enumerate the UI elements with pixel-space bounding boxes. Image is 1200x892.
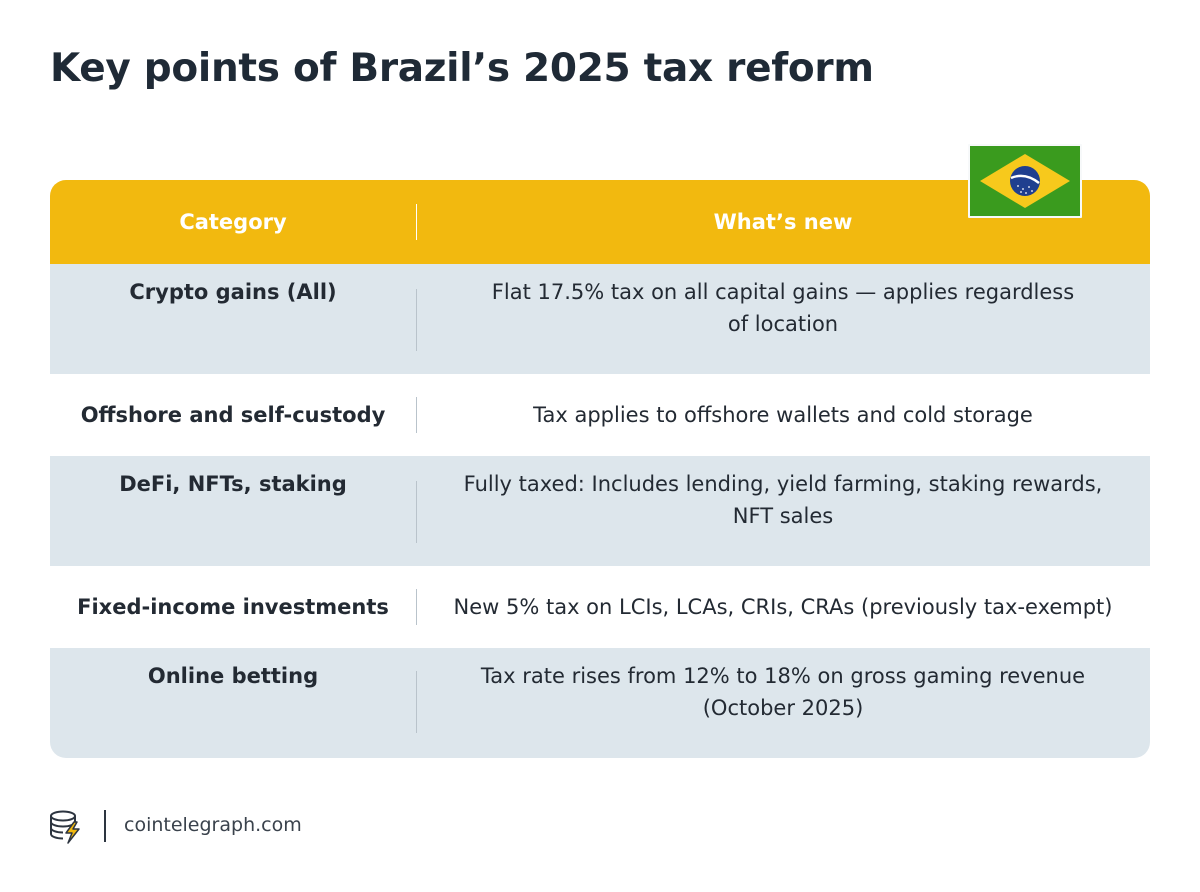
- table-row: Offshore and self-custody Tax applies to…: [50, 374, 1150, 456]
- row-whats-new-line: New 5% tax on LCIs, LCAs, CRIs, CRAs (pr…: [453, 595, 1113, 619]
- tax-reform-table: Category What’s new Crypto gains (All) F…: [50, 180, 1150, 758]
- table-row: Fixed-income investments New 5% tax on L…: [50, 566, 1150, 648]
- row-whats-new: Tax rate rises from 12% to 18% on gross …: [416, 648, 1150, 758]
- header-whats-new: What’s new: [416, 180, 1150, 264]
- row-divider: [416, 397, 417, 433]
- cointelegraph-logo-icon: [48, 808, 86, 844]
- row-category-label: Online betting: [147, 664, 319, 688]
- row-category: Offshore and self-custody: [50, 374, 416, 456]
- row-category-label: Offshore and self-custody: [80, 403, 386, 427]
- header-category-label: Category: [179, 210, 287, 234]
- footer-site-link[interactable]: cointelegraph.com: [124, 814, 302, 836]
- table-row: Online betting Tax rate rises from 12% t…: [50, 648, 1150, 758]
- row-whats-new-line: Tax rate rises from 12% to 18% on gross …: [480, 664, 1086, 688]
- header-whats-new-label: What’s new: [713, 210, 853, 234]
- row-category: Crypto gains (All): [50, 264, 416, 374]
- row-whats-new-line: Fully taxed: Includes lending, yield far…: [463, 472, 1103, 496]
- page-title: Key points of Brazil’s 2025 tax reform: [50, 46, 874, 91]
- table-header-row: Category What’s new: [50, 180, 1150, 264]
- table-row: DeFi, NFTs, staking Fully taxed: Include…: [50, 456, 1150, 566]
- row-whats-new-line: NFT sales: [732, 504, 834, 528]
- row-divider: [416, 289, 417, 351]
- row-whats-new: Fully taxed: Includes lending, yield far…: [416, 456, 1150, 566]
- row-whats-new: Tax applies to offshore wallets and cold…: [416, 374, 1150, 456]
- row-whats-new: Flat 17.5% tax on all capital gains — ap…: [416, 264, 1150, 374]
- row-whats-new-line: Tax applies to offshore wallets and cold…: [533, 403, 1033, 427]
- row-category: DeFi, NFTs, staking: [50, 456, 416, 566]
- row-category: Fixed-income investments: [50, 566, 416, 648]
- row-divider: [416, 481, 417, 543]
- brazil-flag-icon: [968, 144, 1082, 218]
- row-category-label: DeFi, NFTs, staking: [119, 472, 347, 496]
- row-category-label: Fixed-income investments: [77, 595, 389, 619]
- row-whats-new: New 5% tax on LCIs, LCAs, CRIs, CRAs (pr…: [416, 566, 1150, 648]
- table-row: Crypto gains (All) Flat 17.5% tax on all…: [50, 264, 1150, 374]
- header-category: Category: [50, 180, 416, 264]
- header-divider: [416, 204, 417, 240]
- row-whats-new-line: Flat 17.5% tax on all capital gains — ap…: [491, 280, 1075, 304]
- row-divider: [416, 589, 417, 625]
- row-whats-new-line: of location: [727, 312, 839, 336]
- footer-divider: [104, 810, 106, 842]
- row-whats-new-line: (October 2025): [702, 696, 864, 720]
- row-category: Online betting: [50, 648, 416, 758]
- row-divider: [416, 671, 417, 733]
- row-category-label: Crypto gains (All): [129, 280, 337, 304]
